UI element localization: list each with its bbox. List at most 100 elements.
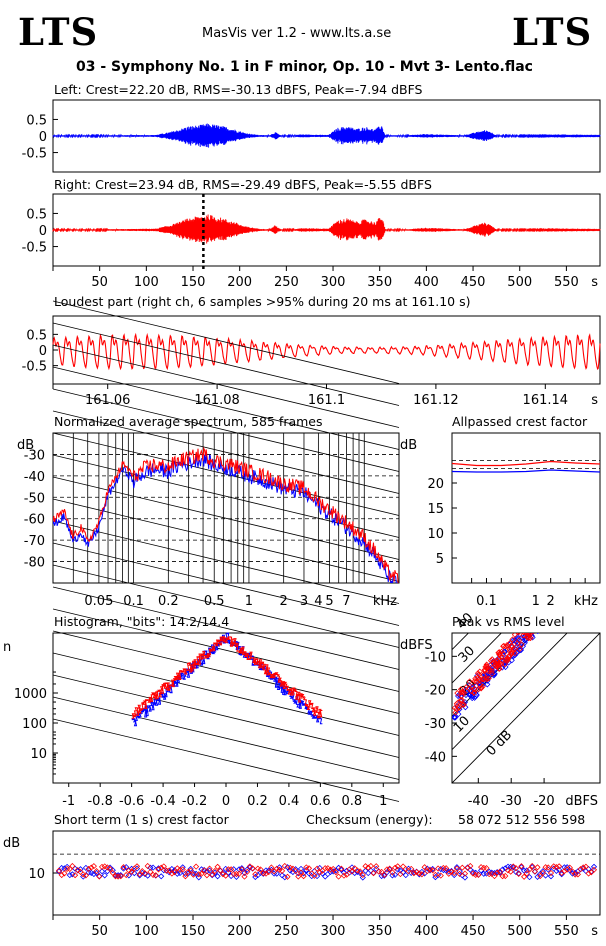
peak-rms-point-left — [536, 612, 541, 617]
peak-rms-point-right — [472, 675, 479, 682]
spectrum-grid — [52, 300, 400, 802]
spectrum-ytick-label: -30 — [24, 448, 45, 463]
spectrum-series-right — [53, 446, 399, 583]
peak-rms-crest-label: 10 — [451, 714, 473, 736]
peak-rms-point-right — [473, 678, 480, 685]
peak-rms-point-right — [540, 620, 545, 625]
app-version: MasVis ver 1.2 - www.lts.a.se — [202, 26, 392, 41]
waveform-axis-xtick-label: 400 — [414, 275, 439, 290]
peak-rms-point-right — [518, 641, 525, 648]
crest-series-right — [451, 460, 601, 467]
left-channel-waveform — [52, 123, 601, 148]
peak-rms-point-right — [463, 684, 470, 691]
peak-rms-point-left — [532, 622, 537, 627]
peak-rms-point-right — [474, 670, 482, 677]
peak-rms-point-left — [539, 621, 544, 626]
waveform-axis-xtick-label: 200 — [227, 275, 252, 290]
peak-rms-point-right — [483, 661, 490, 668]
peak-rms-point-right — [529, 620, 534, 625]
short-term-axis-xunit: s — [591, 924, 598, 939]
spectrum-slope-line — [52, 432, 400, 516]
peak-rms-point-right — [460, 701, 467, 708]
peak-rms-point-left — [539, 608, 544, 613]
peak-rms-point-left — [536, 633, 539, 635]
peak-rms-ytick-label: -10 — [425, 650, 446, 665]
peak-rms-point-right — [475, 686, 482, 693]
peak-rms-point-right — [516, 633, 521, 635]
spectrum-slope-line — [52, 344, 400, 428]
crest-xtick-label: 2 — [547, 594, 555, 609]
track-title: 03 - Symphony No. 1 in F minor, Op. 10 -… — [76, 59, 533, 75]
peak-rms-point-left — [539, 611, 544, 616]
peak-rms-xunit: dBFS — [565, 794, 598, 809]
histogram-xtick-label: 0.6 — [310, 794, 331, 809]
crest-ytick-label: 20 — [427, 477, 444, 492]
crest-xunit: kHz — [574, 594, 598, 609]
short-term-axis-xtick-label: 300 — [321, 924, 346, 939]
peak-rms-point-left — [491, 670, 498, 677]
peak-rms-point-right — [498, 660, 505, 668]
peak-rms-point-left — [534, 619, 539, 624]
peak-rms-point-right — [478, 685, 485, 692]
waveform-axis-xunit: s — [591, 275, 598, 290]
crest-title: Allpassed crest factor — [452, 414, 588, 429]
short-term-axis-xtick-label: 500 — [507, 924, 532, 939]
crest-frame — [451, 432, 601, 584]
spectrum-xtick-label: 5 — [325, 594, 333, 609]
peak-rms-point-left — [537, 613, 542, 618]
peak-rms-xtick-label: -20 — [533, 794, 554, 809]
histogram-xtick-label: -1 — [62, 794, 75, 809]
short-term-axis-xtick-label: 150 — [181, 924, 206, 939]
crest-xtick-label: 1 — [532, 594, 540, 609]
spectrum-frame — [52, 432, 400, 584]
peak-rms-point-right — [541, 607, 546, 612]
short-term-axis-xtick-label: 550 — [554, 924, 579, 939]
peak-rms-point-right — [527, 633, 533, 636]
peak-rms-point-right — [458, 697, 466, 704]
short-term-series-right — [55, 862, 598, 880]
spectrum-slope-line — [52, 564, 400, 648]
peak-rms-point-left — [534, 624, 539, 629]
short-term-axis-xtick-label: 200 — [227, 924, 252, 939]
peak-rms-point-right — [496, 655, 503, 662]
spectrum-ytick-label: -40 — [24, 470, 45, 485]
peak-rms-point-left — [452, 714, 459, 721]
peak-rms-ytick-label: -40 — [425, 750, 446, 765]
peak-rms-point-right — [533, 620, 538, 625]
loudest-axis-xtick-label: 161.08 — [194, 393, 240, 408]
histogram-series-right — [131, 636, 323, 719]
left-channel-ytick-label: -0.5 — [22, 147, 47, 162]
right-stats: Right: Crest=23.94 dB, RMS=-29.49 dBFS, … — [54, 177, 432, 192]
peak-rms-point-left — [466, 682, 473, 689]
spectrum-slope-line — [52, 630, 400, 714]
peak-rms-point-right — [508, 643, 515, 650]
peak-rms-point-right — [471, 689, 478, 696]
spectrum-xtick-label: 2 — [280, 594, 288, 609]
peak-rms-point-right — [486, 667, 493, 674]
peak-rms-point-right — [454, 699, 462, 706]
loudest-title: Loudest part (right ch, 6 samples >95% d… — [54, 294, 471, 309]
crest-ytick-label: 15 — [427, 502, 444, 517]
peak-rms-ylabel: dBFS — [400, 638, 433, 653]
peak-rms-point-left — [484, 681, 491, 688]
peak-rms-point-right — [459, 688, 466, 695]
right-channel-ytick-label: 0 — [39, 224, 47, 239]
histogram-ytick-label: 100 — [22, 717, 47, 732]
spectrum-slope-line — [52, 696, 400, 780]
peak-rms-point-right — [509, 636, 516, 643]
histogram-series-left — [131, 632, 323, 727]
spectrum-ytick-label: -80 — [24, 556, 45, 571]
peak-rms-point-right — [534, 614, 539, 619]
peak-rms-point-right — [530, 615, 535, 620]
right-channel-ytick-label: 0.5 — [26, 207, 47, 222]
peak-rms-point-left — [517, 643, 524, 650]
peak-rms-point-left — [540, 626, 545, 631]
waveform-axis-xtick-label: 300 — [321, 275, 346, 290]
loudest-axis-xtick-label: 161.14 — [523, 393, 569, 408]
peak-rms-point-left — [524, 627, 529, 632]
peak-rms-point-right — [485, 675, 492, 682]
right-channel-waveform — [52, 214, 601, 244]
peak-rms-point-left — [532, 623, 537, 628]
peak-rms-crest-label: 30 — [456, 644, 478, 666]
